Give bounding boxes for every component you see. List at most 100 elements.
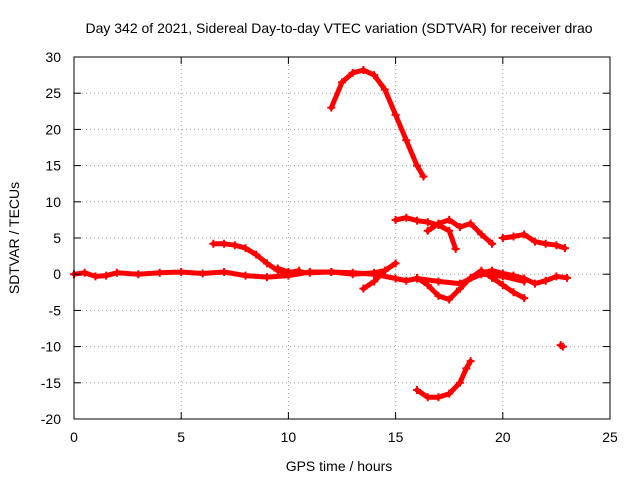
data-point [520,274,529,283]
data-point [402,276,411,285]
data-point [520,294,529,303]
data-point [445,226,454,235]
chart-title: Day 342 of 2021, Sidereal Day-to-day VTE… [85,20,592,36]
data-point [434,393,443,402]
data-point [370,270,379,279]
y-tick-label: 10 [45,194,61,210]
data-point [338,78,346,87]
series-line [328,67,426,179]
data-point [284,268,293,277]
data-point [348,268,357,277]
data-point [380,85,389,94]
data-point [509,232,518,241]
y-axis-label: SDTVAR / TECUs [6,182,22,294]
data-point [209,239,218,248]
x-tick-label: 10 [281,429,297,445]
series-arc-neg-v [413,266,529,304]
x-tick-label: 5 [177,429,185,445]
y-tick-label: -15 [41,375,61,391]
data-point [558,342,567,351]
ticks: 0 5 10 15 20 25 -20 -15 -10 -5 0 5 10 15 20 25 30 [41,49,618,445]
data-point [488,266,497,275]
data-point [498,234,507,242]
data-point [252,250,261,259]
series-arc-deep-neg [413,357,475,402]
data-point [423,226,432,235]
data-point [198,269,207,278]
data-point [380,266,389,275]
data-point [455,223,464,232]
data-point [466,357,475,366]
y-tick-label: 20 [45,121,61,137]
data-point [112,268,121,277]
data-point [370,277,379,286]
data-point [419,172,428,181]
data-point [370,71,379,80]
data-point [262,259,271,268]
series-arc-point [556,341,567,351]
x-axis-label: GPS time / hours [286,458,393,474]
data-point [177,268,186,277]
data-point [477,230,486,239]
data-point [488,239,497,248]
data-point [423,393,432,402]
x-tick-label: 20 [495,429,511,445]
data-point [520,230,529,239]
data-point [509,288,518,297]
x-tick-label: 25 [602,429,618,445]
data-point [413,386,422,395]
data-point [434,277,443,286]
data-point [552,272,561,281]
data-point [434,291,443,300]
data-point [262,273,271,282]
data-point [230,241,239,250]
data-point [423,281,432,290]
x-tick-label: 15 [388,429,404,445]
data-point [552,241,561,250]
data-point [560,244,569,253]
x-tick-label: 0 [70,429,78,445]
data-point [220,268,229,277]
data-point [445,389,454,398]
data-point [509,271,518,280]
data-point [241,244,250,253]
data-point [102,271,111,280]
data-point [498,281,507,290]
data-point [455,284,464,293]
y-tick-label: -5 [49,302,62,318]
series-arc-big-rise [327,66,428,181]
data-point [391,259,400,268]
y-tick-label: 5 [53,230,61,246]
series-arc-15-mid [391,213,460,253]
data-point [220,239,229,248]
series-arc-17-mid [423,215,497,248]
data-point [445,215,454,224]
data-point [359,284,368,293]
data-point [423,218,432,227]
series-arc-late-pos [498,230,569,253]
data-point [134,270,143,279]
y-tick-label: 30 [45,49,61,65]
y-tick-label: -20 [41,411,61,427]
data-point [273,264,282,273]
data-point [413,216,422,225]
data-point [451,244,460,253]
data-series [70,66,572,402]
data-point [530,279,539,288]
data-point [488,273,497,282]
data-point [348,68,357,77]
data-point [413,161,422,170]
data-point [80,268,89,277]
data-point [466,273,475,282]
series-line [360,260,399,292]
data-point [241,271,250,280]
data-point [477,268,486,277]
data-point [541,276,550,285]
data-point [498,269,507,278]
data-point [359,66,368,75]
data-point [155,268,164,277]
data-point [541,239,550,248]
data-point [402,213,411,222]
data-point [530,237,539,246]
data-point [391,274,400,283]
